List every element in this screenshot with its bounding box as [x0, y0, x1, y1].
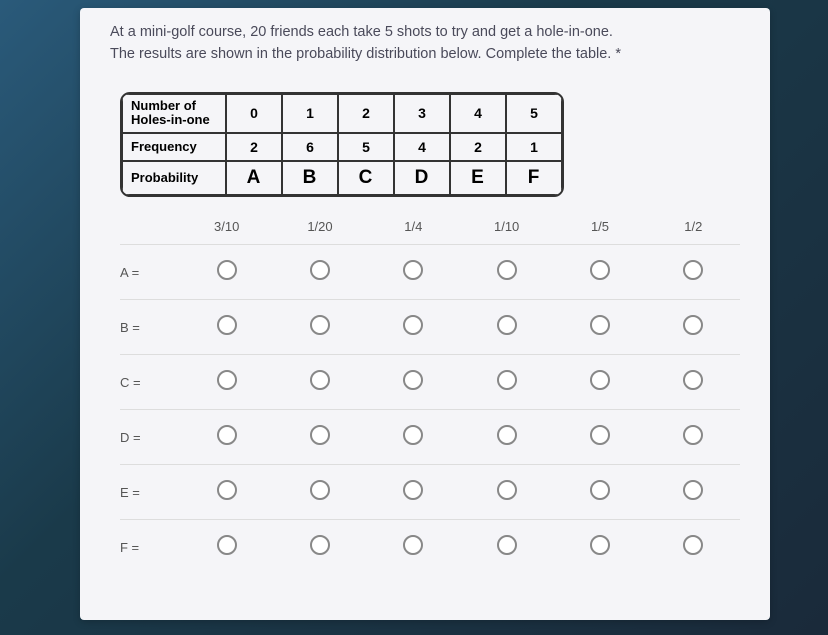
- grid-row-label: A =: [120, 265, 180, 280]
- radio-f-0[interactable]: [217, 535, 237, 555]
- radio-d-0[interactable]: [217, 425, 237, 445]
- radio-b-5[interactable]: [683, 315, 703, 335]
- radio-d-2[interactable]: [403, 425, 423, 445]
- holes-cell: 0: [226, 94, 282, 134]
- grid-row-label: F =: [120, 540, 180, 555]
- table-row-probability: Probability A B C D E F: [122, 161, 562, 195]
- table-row-holes: Number of Holes-in-one 0 1 2 3 4 5: [122, 94, 562, 134]
- holes-cell: 2: [338, 94, 394, 134]
- grid-col-header: 1/4: [367, 219, 460, 234]
- radio-f-1[interactable]: [310, 535, 330, 555]
- radio-d-3[interactable]: [497, 425, 517, 445]
- prob-cell: B: [282, 161, 338, 195]
- prob-cell: C: [338, 161, 394, 195]
- question-prompt: At a mini-golf course, 20 friends each t…: [110, 22, 740, 66]
- radio-e-5[interactable]: [683, 480, 703, 500]
- radio-b-2[interactable]: [403, 315, 423, 335]
- radio-b-4[interactable]: [590, 315, 610, 335]
- grid-row-e: E =: [120, 464, 740, 519]
- grid-row-c: C =: [120, 354, 740, 409]
- radio-d-4[interactable]: [590, 425, 610, 445]
- radio-c-1[interactable]: [310, 370, 330, 390]
- grid-row-label: B =: [120, 320, 180, 335]
- radio-c-3[interactable]: [497, 370, 517, 390]
- radio-e-4[interactable]: [590, 480, 610, 500]
- holes-cell: 5: [506, 94, 562, 134]
- holes-cell: 4: [450, 94, 506, 134]
- probability-table: Number of Holes-in-one 0 1 2 3 4 5 Frequ…: [120, 92, 564, 198]
- grid-row-f: F =: [120, 519, 740, 574]
- prompt-line-1: At a mini-golf course, 20 friends each t…: [110, 24, 613, 40]
- freq-cell: 2: [226, 133, 282, 161]
- radio-f-5[interactable]: [683, 535, 703, 555]
- holes-cell: 1: [282, 94, 338, 134]
- freq-cell: 2: [450, 133, 506, 161]
- grid-row-label: E =: [120, 485, 180, 500]
- radio-c-0[interactable]: [217, 370, 237, 390]
- grid-col-header: 1/2: [647, 219, 740, 234]
- grid-row-a: A =: [120, 244, 740, 299]
- radio-f-3[interactable]: [497, 535, 517, 555]
- prompt-line-2: The results are shown in the probability…: [110, 46, 621, 62]
- radio-e-0[interactable]: [217, 480, 237, 500]
- freq-cell: 6: [282, 133, 338, 161]
- radio-a-5[interactable]: [683, 260, 703, 280]
- radio-b-1[interactable]: [310, 315, 330, 335]
- grid-row-label: C =: [120, 375, 180, 390]
- radio-d-1[interactable]: [310, 425, 330, 445]
- radio-b-3[interactable]: [497, 315, 517, 335]
- grid-col-header: 1/10: [460, 219, 553, 234]
- radio-b-0[interactable]: [217, 315, 237, 335]
- row-header-probability: Probability: [122, 161, 226, 195]
- grid-header-spacer: [120, 219, 180, 234]
- radio-e-3[interactable]: [497, 480, 517, 500]
- holes-cell: 3: [394, 94, 450, 134]
- prob-cell: D: [394, 161, 450, 195]
- row-header-holes: Number of Holes-in-one: [122, 94, 226, 134]
- prob-cell: F: [506, 161, 562, 195]
- row-header-holes-text: Number of Holes-in-one: [131, 98, 210, 128]
- prob-cell: E: [450, 161, 506, 195]
- radio-a-4[interactable]: [590, 260, 610, 280]
- table-row-frequency: Frequency 2 6 5 4 2 1: [122, 133, 562, 161]
- grid-col-header: 1/5: [553, 219, 646, 234]
- row-header-frequency: Frequency: [122, 133, 226, 161]
- radio-c-4[interactable]: [590, 370, 610, 390]
- freq-cell: 5: [338, 133, 394, 161]
- radio-f-2[interactable]: [403, 535, 423, 555]
- grid-row-d: D =: [120, 409, 740, 464]
- radio-e-1[interactable]: [310, 480, 330, 500]
- radio-c-2[interactable]: [403, 370, 423, 390]
- radio-d-5[interactable]: [683, 425, 703, 445]
- radio-c-5[interactable]: [683, 370, 703, 390]
- radio-a-2[interactable]: [403, 260, 423, 280]
- radio-a-1[interactable]: [310, 260, 330, 280]
- radio-f-4[interactable]: [590, 535, 610, 555]
- prob-cell: A: [226, 161, 282, 195]
- grid-col-header: 3/10: [180, 219, 273, 234]
- freq-cell: 1: [506, 133, 562, 161]
- grid-col-header: 1/20: [273, 219, 366, 234]
- radio-e-2[interactable]: [403, 480, 423, 500]
- question-card: At a mini-golf course, 20 friends each t…: [80, 8, 770, 620]
- radio-a-3[interactable]: [497, 260, 517, 280]
- grid-row-label: D =: [120, 430, 180, 445]
- grid-header-row: 3/10 1/20 1/4 1/10 1/5 1/2: [120, 219, 740, 234]
- freq-cell: 4: [394, 133, 450, 161]
- grid-row-b: B =: [120, 299, 740, 354]
- answer-grid: 3/10 1/20 1/4 1/10 1/5 1/2 A = B =: [120, 219, 740, 574]
- radio-a-0[interactable]: [217, 260, 237, 280]
